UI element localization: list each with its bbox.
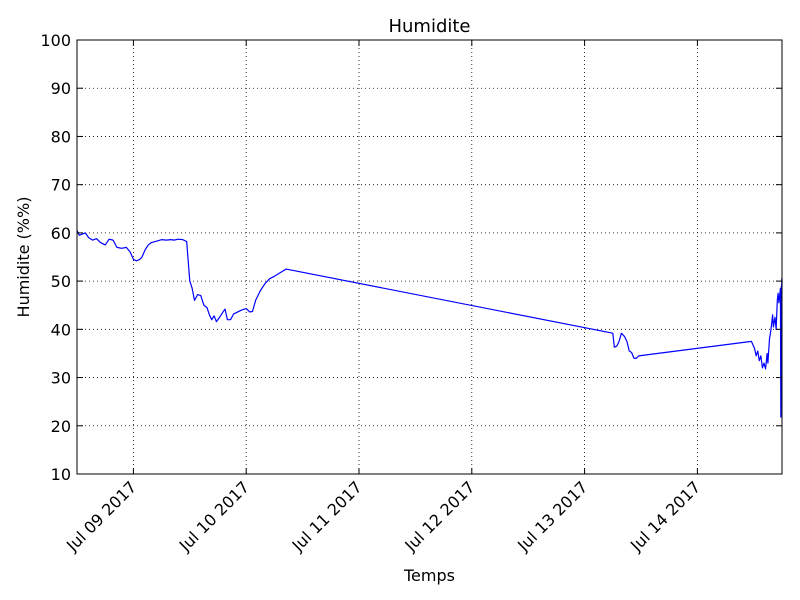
y-tick-label: 60 bbox=[51, 224, 71, 243]
x-tick-label: Jul 09 2017 bbox=[62, 477, 140, 555]
y-tick-label: 80 bbox=[51, 127, 71, 146]
y-tick-label: 90 bbox=[51, 79, 71, 98]
x-tick-label: Jul 14 2017 bbox=[626, 477, 704, 555]
y-tick-label: 20 bbox=[51, 417, 71, 436]
x-tick-label: Jul 13 2017 bbox=[513, 477, 591, 555]
x-tick-label: Jul 12 2017 bbox=[400, 477, 478, 555]
y-tick-label: 10 bbox=[51, 465, 71, 484]
y-tick-label: 50 bbox=[51, 272, 71, 291]
x-axis-label: Temps bbox=[403, 566, 455, 585]
x-tick-label: Jul 10 2017 bbox=[175, 477, 253, 555]
y-tick-label: 70 bbox=[51, 176, 71, 195]
x-tick-label: Jul 11 2017 bbox=[288, 477, 366, 555]
y-tick-label: 100 bbox=[40, 31, 71, 50]
humidity-series-line bbox=[76, 230, 783, 418]
series-layer bbox=[76, 230, 783, 418]
chart-title: Humidite bbox=[388, 16, 470, 37]
y-axis-label: Humidite (%%) bbox=[14, 197, 33, 318]
grid-lines bbox=[77, 40, 782, 474]
y-tick-label: 30 bbox=[51, 369, 71, 388]
y-tick-label: 40 bbox=[51, 320, 71, 339]
plot-frame bbox=[76, 39, 783, 475]
